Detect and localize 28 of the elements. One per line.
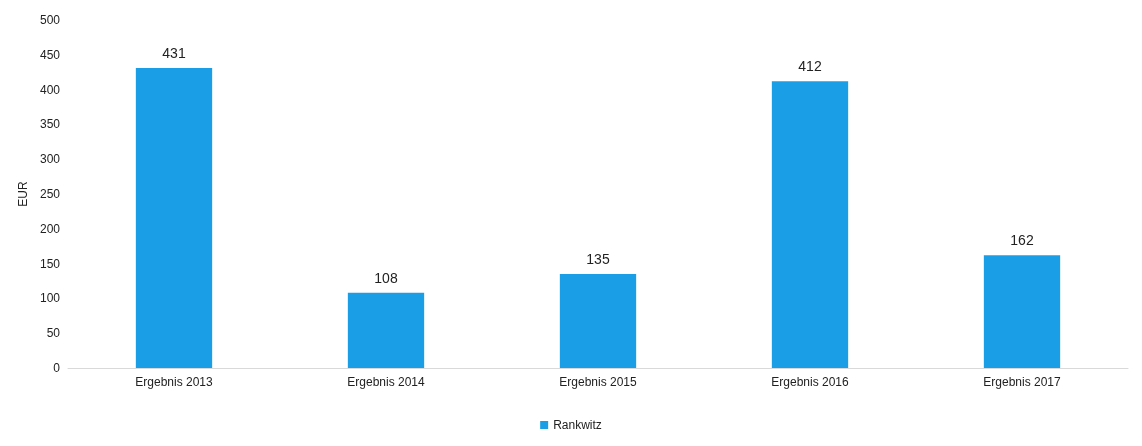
y-tick-label: 500 [39, 13, 61, 27]
bar [771, 81, 849, 368]
x-tick-label: Ergebnis 2015 [559, 375, 638, 389]
x-tick-label: Ergebnis 2013 [135, 375, 214, 389]
bar [135, 68, 213, 368]
legend-label: Rankwitz [553, 418, 602, 432]
data-label: 135 [586, 251, 610, 268]
y-tick-label: 400 [39, 82, 61, 97]
y-tick-label: 350 [39, 117, 61, 132]
data-label: 431 [162, 45, 186, 62]
y-tick-label: 250 [39, 187, 61, 201]
x-tick-label: Ergebnis 2014 [347, 375, 426, 389]
data-label: 412 [798, 58, 822, 75]
x-tick-label: Ergebnis 2017 [983, 375, 1062, 389]
x-tick-label: Ergebnis 2016 [771, 375, 850, 389]
data-label: 162 [1010, 232, 1034, 249]
bar [347, 292, 425, 368]
bar [983, 255, 1061, 368]
y-tick-label: 300 [39, 152, 61, 167]
y-tick-label: 150 [39, 256, 61, 271]
y-tick-label: 200 [39, 221, 61, 236]
data-label: 108 [374, 269, 398, 286]
y-axis-title: EUR [16, 181, 31, 207]
y-tick-label: 450 [39, 47, 61, 62]
y-tick-label: 0 [53, 361, 61, 375]
y-tick-label: 100 [39, 291, 61, 306]
bar [559, 274, 637, 368]
y-tick-label: 50 [46, 326, 61, 341]
